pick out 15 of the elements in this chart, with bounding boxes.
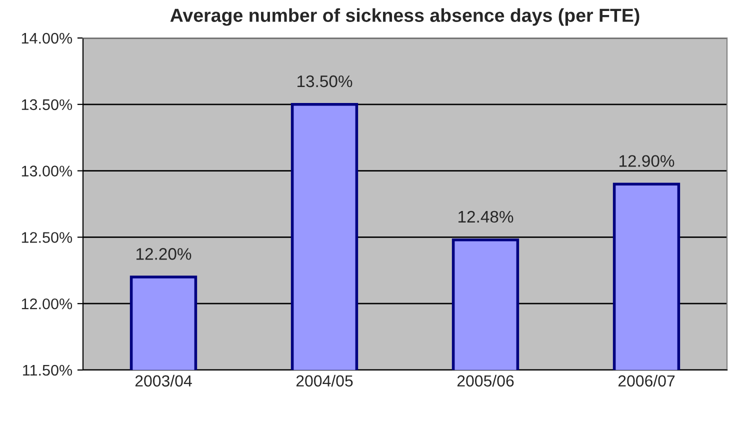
data-label: 12.48% (458, 210, 514, 223)
y-tick-label: 14.00% (22, 32, 72, 44)
x-tick-label: 2005/06 (457, 374, 514, 387)
data-label: 12.90% (620, 155, 674, 167)
data-label: 13.50% (298, 75, 352, 88)
y-tick-label: 12.00% (22, 298, 72, 310)
y-tick-label: 12.50% (22, 232, 72, 243)
y-tick-label: 13.00% (22, 166, 72, 176)
x-tick-label: 2004/05 (296, 374, 353, 387)
data-label: 12.20% (136, 248, 192, 260)
y-tick-label: 11.50% (23, 364, 72, 376)
y-tick-label: 13.50% (22, 99, 72, 110)
x-tick-label: 2006/07 (618, 374, 675, 387)
chart-title: Average number of sickness absence days (per FTE) (170, 8, 640, 26)
x-tick-label: 2003/04 (135, 374, 192, 387)
